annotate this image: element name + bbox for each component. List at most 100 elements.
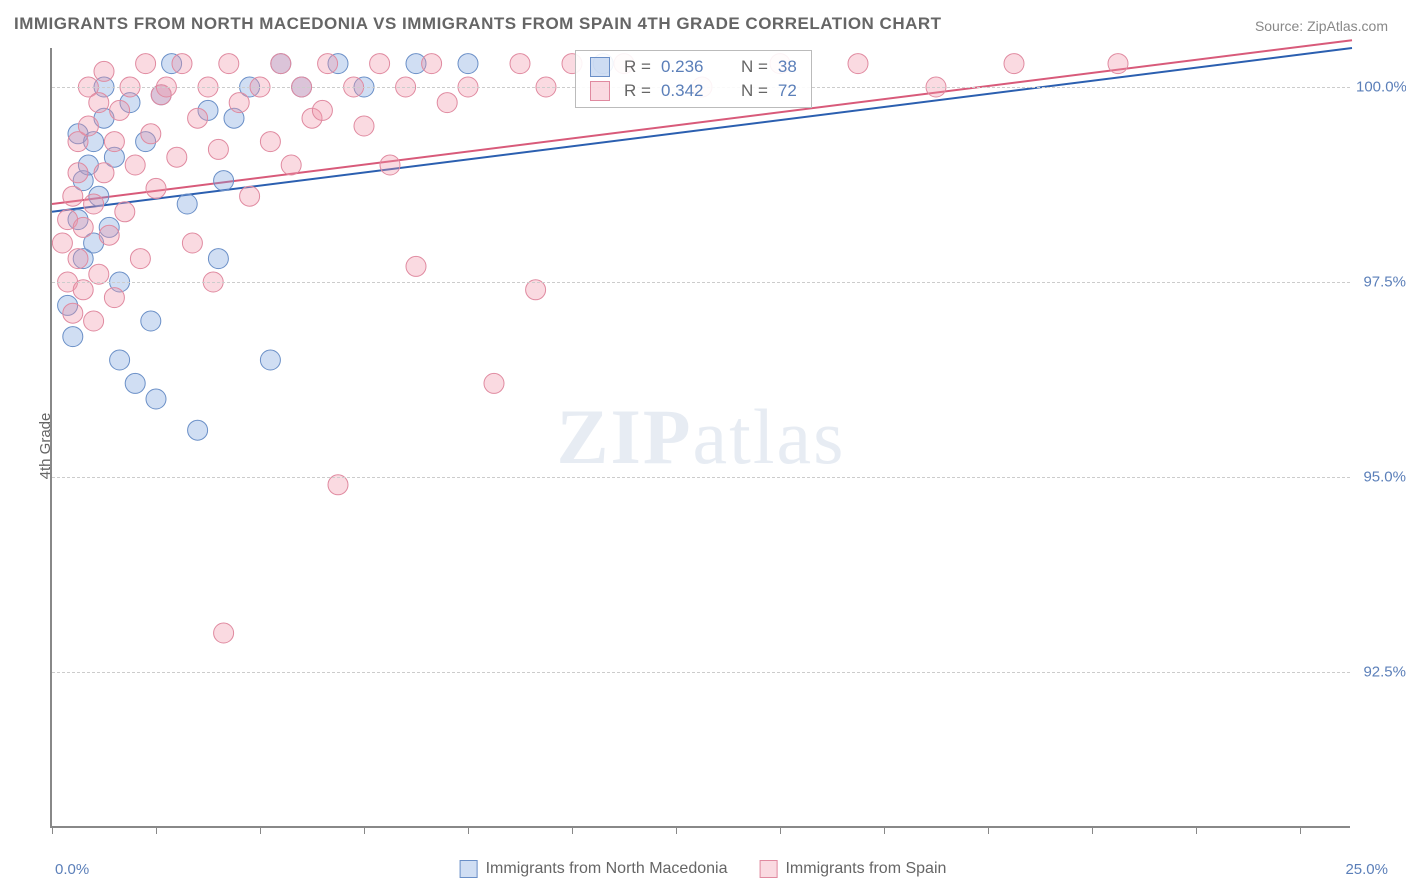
data-point [312, 100, 332, 120]
data-point [182, 233, 202, 253]
chart-title: IMMIGRANTS FROM NORTH MACEDONIA VS IMMIG… [14, 14, 942, 34]
data-point [484, 373, 504, 393]
x-axis-max-label: 25.0% [1345, 861, 1388, 878]
data-point [68, 249, 88, 269]
data-point [99, 225, 119, 245]
data-point [240, 186, 260, 206]
data-point [141, 124, 161, 144]
data-point [63, 303, 83, 323]
data-point [260, 132, 280, 152]
data-point [146, 389, 166, 409]
data-point [318, 54, 338, 74]
data-point [104, 288, 124, 308]
stats-row: R =0.236N =38 [576, 55, 811, 79]
data-point [370, 54, 390, 74]
data-point [219, 54, 239, 74]
data-point [167, 147, 187, 167]
data-point [848, 54, 868, 74]
data-point [188, 420, 208, 440]
data-point [94, 163, 114, 183]
stats-r-label: R = [624, 81, 651, 101]
legend-item: Immigrants from Spain [759, 860, 946, 878]
data-point [78, 116, 98, 136]
x-tick [468, 826, 469, 834]
x-tick [780, 826, 781, 834]
y-tick-label: 95.0% [1356, 469, 1406, 486]
data-point [110, 350, 130, 370]
data-point [214, 623, 234, 643]
stats-n-value: 72 [778, 81, 797, 101]
stats-legend-box: R =0.236N =38R =0.342N =72 [575, 50, 812, 108]
chart-container: IMMIGRANTS FROM NORTH MACEDONIA VS IMMIG… [0, 0, 1406, 892]
data-point [94, 61, 114, 81]
data-point [260, 350, 280, 370]
x-tick [572, 826, 573, 834]
data-point [188, 108, 208, 128]
legend-bottom: Immigrants from North Macedonia Immigrant… [460, 860, 947, 878]
data-point [510, 54, 530, 74]
gridline [52, 477, 1350, 478]
data-point [214, 171, 234, 191]
data-point [380, 155, 400, 175]
x-tick [364, 826, 365, 834]
data-point [73, 217, 93, 237]
data-point [141, 311, 161, 331]
data-point [63, 186, 83, 206]
data-point [208, 139, 228, 159]
data-point [52, 233, 72, 253]
plot-svg [52, 48, 1350, 826]
gridline [52, 282, 1350, 283]
data-point [63, 327, 83, 347]
data-point [125, 155, 145, 175]
data-point [136, 54, 156, 74]
stats-r-value: 0.236 [661, 57, 719, 77]
x-tick [260, 826, 261, 834]
data-point [354, 116, 374, 136]
stats-swatch [590, 81, 610, 101]
stats-r-value: 0.342 [661, 81, 719, 101]
x-tick [988, 826, 989, 834]
x-tick [1300, 826, 1301, 834]
stats-n-label: N = [741, 57, 768, 77]
data-point [422, 54, 442, 74]
data-point [104, 132, 124, 152]
plot-area: ZIPatlas 92.5%95.0%97.5%100.0% [50, 48, 1350, 828]
y-tick-label: 100.0% [1356, 79, 1406, 96]
stats-swatch [590, 57, 610, 77]
legend-swatch [460, 860, 478, 878]
source-attribution: Source: ZipAtlas.com [1255, 18, 1388, 34]
data-point [458, 54, 478, 74]
data-point [146, 178, 166, 198]
legend-label: Immigrants from North Macedonia [486, 860, 728, 878]
legend-swatch [759, 860, 777, 878]
data-point [208, 249, 228, 269]
x-tick [52, 826, 53, 834]
data-point [84, 311, 104, 331]
data-point [172, 54, 192, 74]
stats-r-label: R = [624, 57, 651, 77]
y-tick-label: 97.5% [1356, 274, 1406, 291]
data-point [177, 194, 197, 214]
data-point [406, 256, 426, 276]
x-axis-min-label: 0.0% [55, 861, 89, 878]
data-point [125, 373, 145, 393]
data-point [115, 202, 135, 222]
data-point [68, 163, 88, 183]
x-tick [1196, 826, 1197, 834]
x-tick [884, 826, 885, 834]
x-tick [1092, 826, 1093, 834]
data-point [110, 100, 130, 120]
x-tick [676, 826, 677, 834]
data-point [84, 194, 104, 214]
legend-item: Immigrants from North Macedonia [460, 860, 728, 878]
y-tick-label: 92.5% [1356, 664, 1406, 681]
data-point [1004, 54, 1024, 74]
x-tick [156, 826, 157, 834]
data-point [89, 93, 109, 113]
legend-label: Immigrants from Spain [785, 860, 946, 878]
data-point [271, 54, 291, 74]
stats-n-label: N = [741, 81, 768, 101]
gridline [52, 672, 1350, 673]
data-point [1108, 54, 1128, 74]
data-point [437, 93, 457, 113]
